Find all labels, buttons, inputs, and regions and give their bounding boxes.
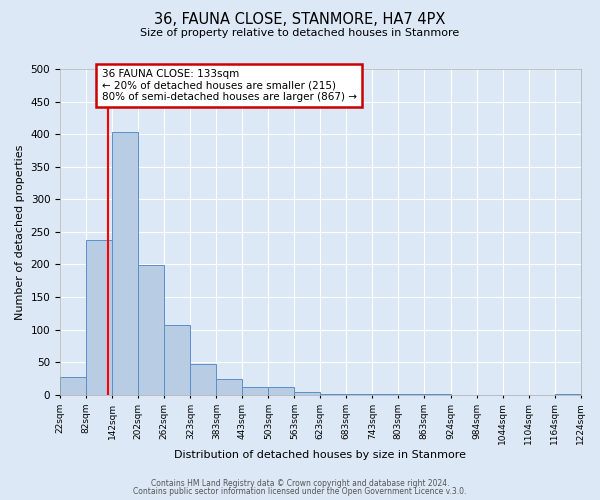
Text: Contains HM Land Registry data © Crown copyright and database right 2024.: Contains HM Land Registry data © Crown c… <box>151 478 449 488</box>
Text: Contains public sector information licensed under the Open Government Licence v.: Contains public sector information licen… <box>133 487 467 496</box>
Text: 36 FAUNA CLOSE: 133sqm
← 20% of detached houses are smaller (215)
80% of semi-de: 36 FAUNA CLOSE: 133sqm ← 20% of detached… <box>101 69 356 102</box>
Bar <box>60 377 86 395</box>
Bar <box>372 394 398 395</box>
Bar <box>346 394 372 395</box>
Bar <box>112 132 138 395</box>
Y-axis label: Number of detached properties: Number of detached properties <box>15 144 25 320</box>
Bar <box>164 325 190 395</box>
X-axis label: Distribution of detached houses by size in Stanmore: Distribution of detached houses by size … <box>174 450 466 460</box>
Bar <box>190 364 217 395</box>
Bar <box>242 387 268 395</box>
Bar <box>424 394 451 395</box>
Bar <box>294 392 320 395</box>
Bar <box>217 378 242 395</box>
Bar <box>320 394 346 395</box>
Bar <box>138 265 164 395</box>
Bar <box>86 240 112 395</box>
Bar <box>268 387 294 395</box>
Bar <box>398 394 424 395</box>
Text: 36, FAUNA CLOSE, STANMORE, HA7 4PX: 36, FAUNA CLOSE, STANMORE, HA7 4PX <box>154 12 446 28</box>
Text: Size of property relative to detached houses in Stanmore: Size of property relative to detached ho… <box>140 28 460 38</box>
Bar <box>554 394 581 395</box>
